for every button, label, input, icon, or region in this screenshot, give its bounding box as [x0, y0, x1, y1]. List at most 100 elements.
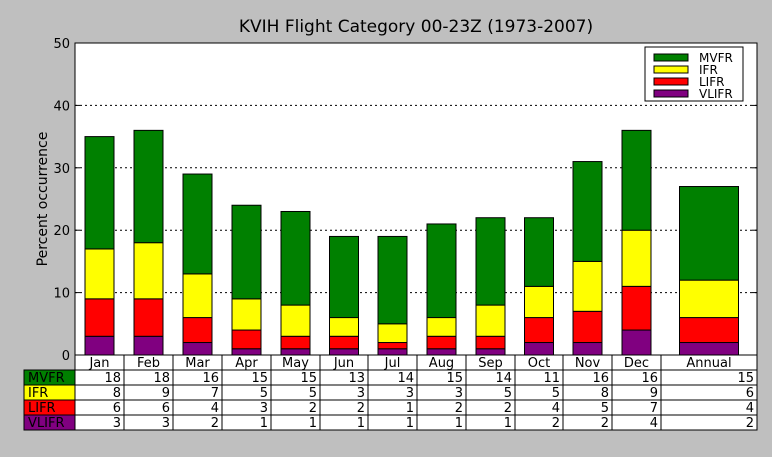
table-cell-value: 6 — [113, 401, 121, 416]
table-cell-value: 9 — [650, 386, 658, 401]
table-cell-value: 1 — [455, 416, 463, 431]
bar-ifr-oct — [524, 285, 554, 319]
table-cell-value: 15 — [737, 371, 754, 386]
x-tick-label: Mar — [185, 356, 210, 371]
x-tick-label: Jan — [88, 356, 109, 371]
table-cell-value: 3 — [162, 416, 170, 431]
legend-label-ifr: IFR — [699, 63, 718, 77]
bar-mvfr-oct — [524, 217, 554, 287]
table-cell-value: 14 — [397, 371, 414, 386]
table-cell-value: 4 — [552, 401, 560, 416]
table-cell-value: 16 — [592, 371, 609, 386]
bar-lifr-aug — [426, 335, 457, 350]
bar-lifr-feb — [133, 298, 164, 337]
bar-mvfr-sep — [475, 217, 506, 306]
y-axis-label: Percent occurrence — [35, 132, 51, 267]
bar-mvfr-nov — [572, 161, 603, 262]
legend-swatch-lifr — [653, 77, 689, 86]
bar-vlifr-annual — [679, 342, 739, 356]
bar-vlifr-feb — [133, 335, 164, 356]
table-cell-value: 8 — [113, 386, 121, 401]
table-cell-value: 15 — [251, 371, 268, 386]
table-cell-value: 2 — [455, 401, 463, 416]
table-cell-value: 7 — [211, 386, 219, 401]
bar-vlifr-oct — [524, 342, 554, 356]
legend-swatch-vlifr — [653, 89, 689, 98]
bar-ifr-jan — [84, 248, 115, 300]
table-cell-value: 2 — [552, 416, 560, 431]
table-cell-value: 2 — [309, 401, 317, 416]
bar-lifr-apr — [231, 329, 262, 350]
grid-lines — [75, 104, 757, 294]
table-cell-value: 3 — [406, 386, 414, 401]
table-cell-value: 2 — [357, 401, 365, 416]
table-cell-value: 2 — [211, 416, 219, 431]
table-cell — [660, 399, 758, 416]
table-cell-value: 3 — [113, 416, 121, 431]
bar-lifr-jul — [377, 342, 408, 350]
x-tick-label: Jun — [333, 356, 354, 371]
table-row-label: VLIFR — [28, 416, 64, 431]
table-cell-value: 11 — [543, 371, 560, 386]
table-cell-value: 5 — [601, 401, 609, 416]
bar-lifr-annual — [679, 317, 739, 344]
table-cell-value: 4 — [746, 401, 754, 416]
bar-lifr-dec — [621, 285, 652, 331]
bar-mvfr-jan — [84, 136, 115, 250]
table-row-label: LIFR — [28, 401, 56, 416]
table-cell-value: 3 — [357, 386, 365, 401]
legend-swatch-ifr — [653, 65, 689, 74]
bar-mvfr-apr — [231, 204, 262, 300]
chart-title: KVIH Flight Category 00-23Z (1973-2007) — [239, 17, 593, 37]
table-cell — [660, 384, 758, 401]
bar-vlifr-jan — [84, 335, 115, 356]
table-cell — [660, 414, 758, 431]
bar-vlifr-jul — [377, 348, 408, 356]
bar-mvfr-dec — [621, 129, 652, 231]
bar-ifr-aug — [426, 317, 457, 337]
bar-ifr-jul — [377, 323, 408, 344]
table-cell-value: 13 — [348, 371, 365, 386]
table-cell-value: 1 — [406, 416, 414, 431]
table-cell-value: 1 — [309, 416, 317, 431]
bar-vlifr-jun — [329, 348, 359, 356]
bar-lifr-nov — [572, 310, 603, 344]
table-cell-value: 16 — [641, 371, 658, 386]
table-cell-value: 14 — [495, 371, 512, 386]
table-row-label: MVFR — [28, 371, 65, 386]
table-cell-value: 4 — [211, 401, 219, 416]
table-cell-value: 5 — [504, 386, 512, 401]
bar-mvfr-jul — [377, 235, 408, 325]
table-cell-value: 1 — [406, 401, 414, 416]
bar-ifr-mar — [182, 273, 213, 319]
bar-mvfr-may — [280, 210, 311, 306]
x-tick-label: Apr — [235, 356, 258, 371]
table-row-label: IFR — [28, 386, 48, 401]
bar-ifr-apr — [231, 298, 262, 331]
bar-ifr-feb — [133, 242, 164, 300]
bar-mvfr-mar — [182, 173, 213, 275]
table-cell-value: 5 — [309, 386, 317, 401]
bar-ifr-jun — [329, 317, 359, 337]
table-cell-value: 15 — [446, 371, 463, 386]
bar-ifr-may — [280, 304, 311, 337]
bar-mvfr-feb — [133, 129, 164, 244]
table-cell-value: 15 — [300, 371, 317, 386]
legend-label-lifr: LIFR — [699, 75, 724, 89]
bar-ifr-sep — [475, 304, 506, 337]
data-table: Jan Feb Mar Apr May Jun Jul Aug Sep Oct Nov Dec Annu… — [23, 354, 758, 431]
x-tick-label: Nov — [575, 356, 601, 371]
bar-lifr-mar — [182, 317, 213, 344]
y-tick-label: 20 — [53, 224, 70, 239]
x-tick-label: May — [282, 356, 309, 371]
bar-lifr-jan — [84, 298, 115, 337]
table-cell-value: 7 — [650, 401, 658, 416]
y-tick-label: 0 — [62, 349, 70, 364]
table-cell-value: 5 — [552, 386, 560, 401]
legend-label-vlifr: VLIFR — [699, 87, 733, 101]
table-cell-value: 1 — [357, 416, 365, 431]
bar-lifr-may — [280, 335, 311, 350]
table-cell-value: 4 — [650, 416, 658, 431]
table-cell-value: 9 — [162, 386, 170, 401]
